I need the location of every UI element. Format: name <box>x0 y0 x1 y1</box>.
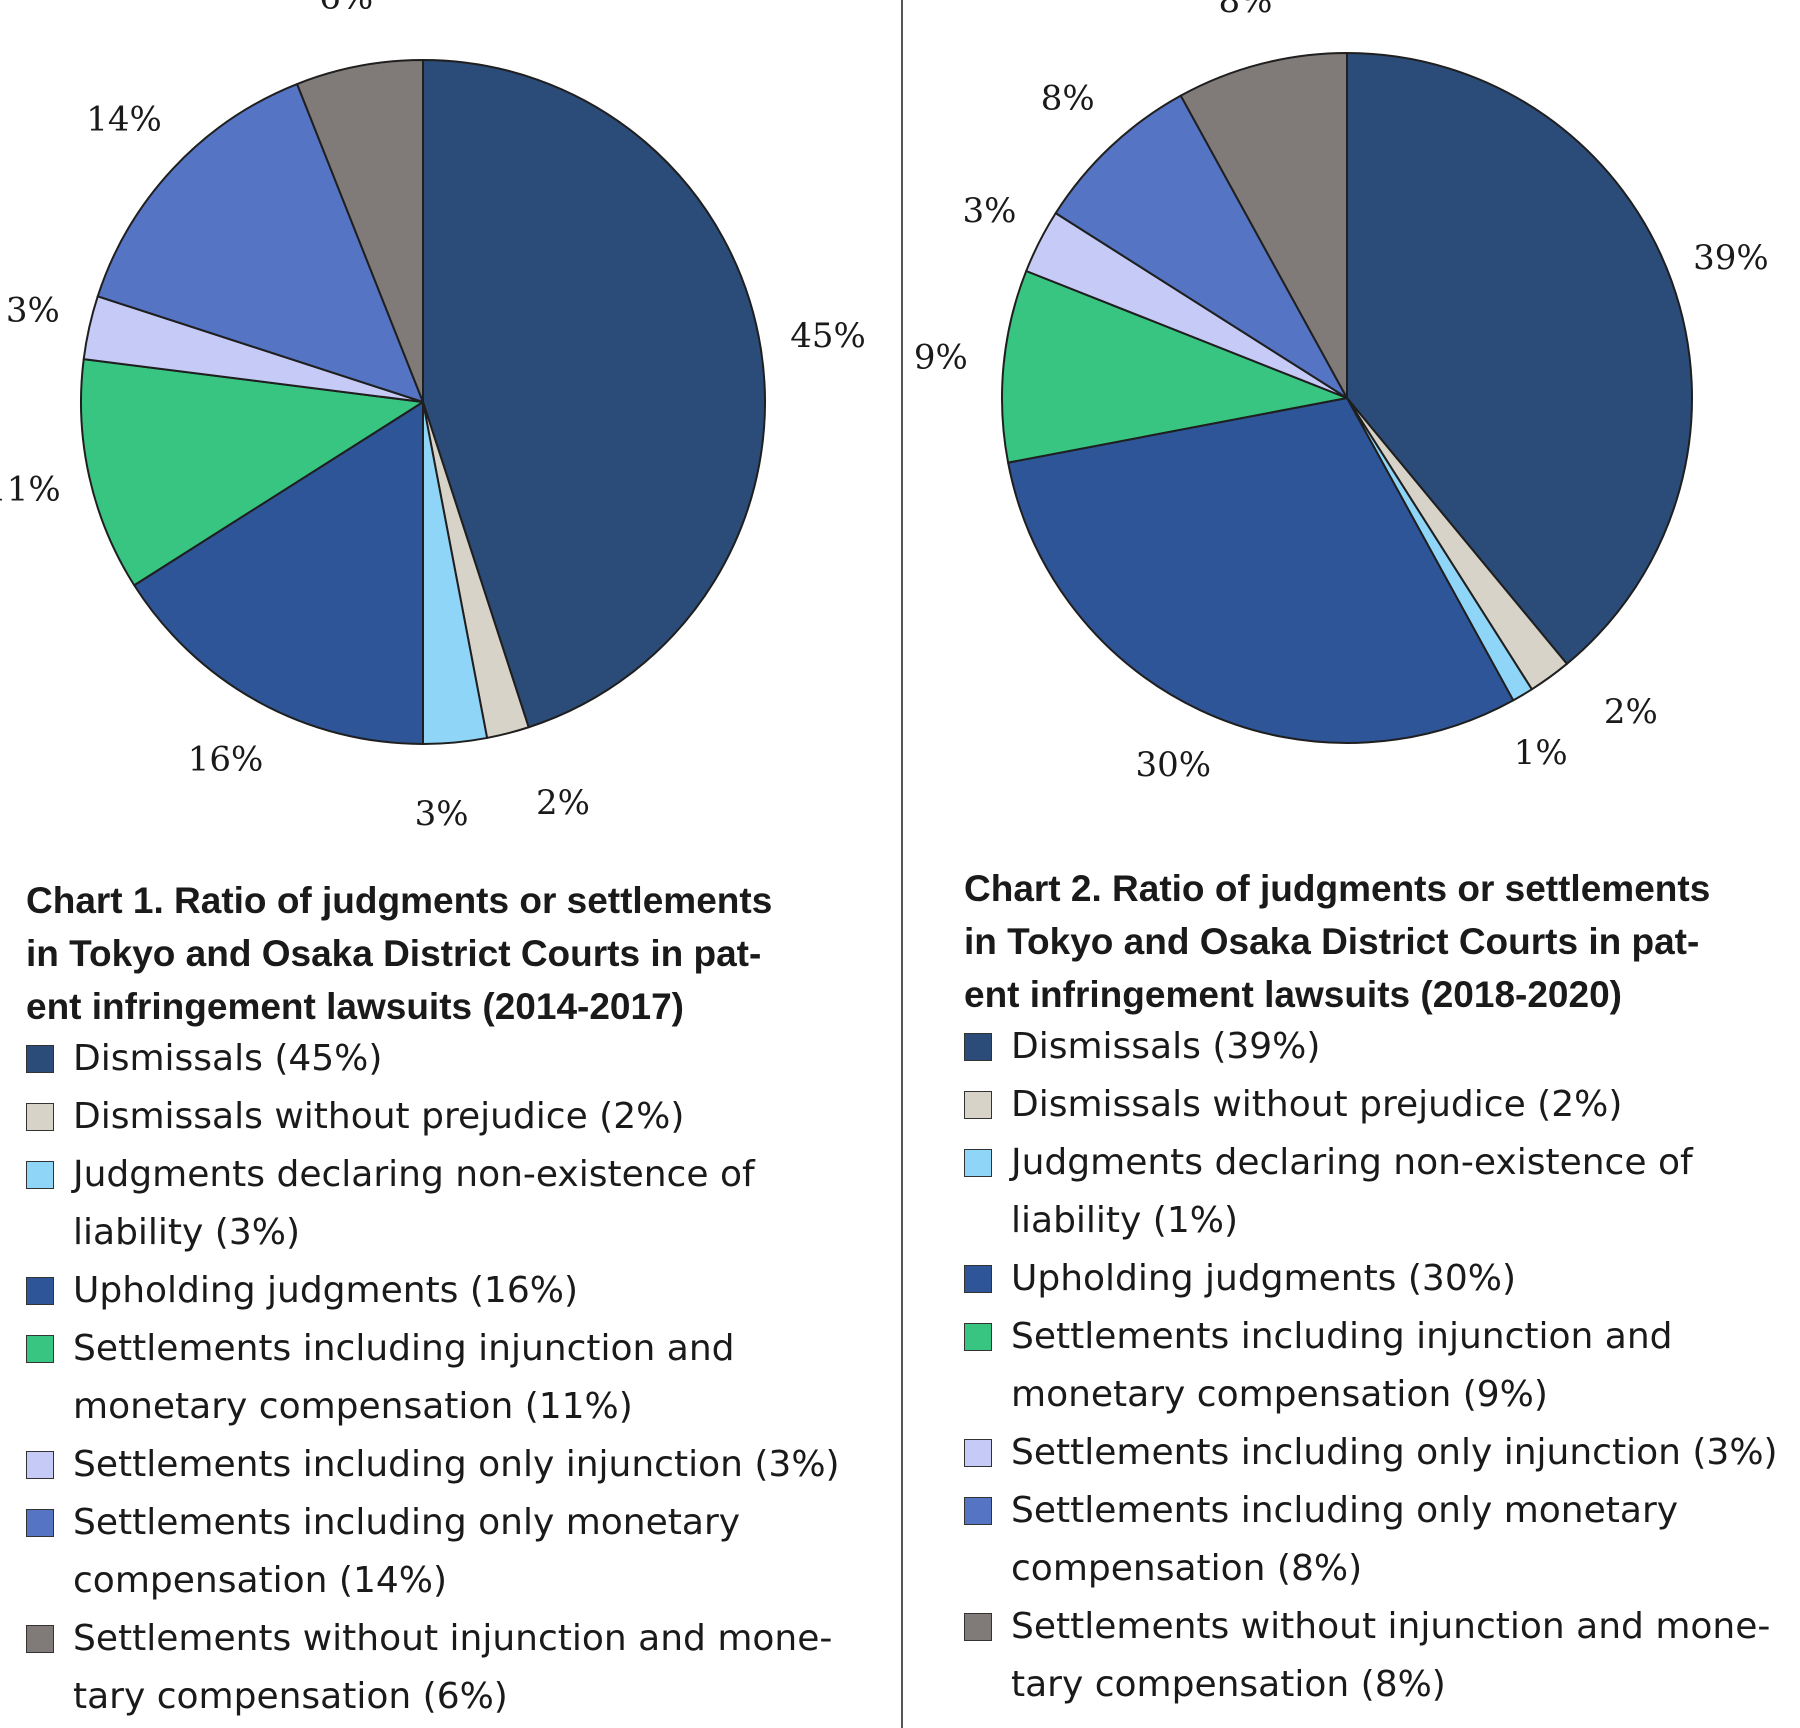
chart-1-slice-label-7: 14% <box>86 99 162 139</box>
chart-2-caption: Chart 2. Ratio of judgments or settlemen… <box>964 862 1764 1021</box>
chart-1-legend-swatch <box>26 1103 54 1131</box>
chart-2-legend-swatch <box>964 1149 992 1177</box>
chart-2-legend-label: Settlements including only injunction (3… <box>1011 1432 1778 1473</box>
chart-1-legend-label: Judgments declaring non-existence of <box>73 1154 755 1195</box>
chart-2-legend-label: Settlements without injunction and mone- <box>1011 1606 1771 1647</box>
chart-2-legend-swatch <box>964 1323 992 1351</box>
chart-1-slice-label-4: 16% <box>188 739 264 779</box>
chart-2-slice-label-3: 1% <box>1514 733 1568 773</box>
chart-2-legend-label: Judgments declaring non-existence of <box>1011 1142 1693 1183</box>
chart-2-legend-label: Dismissals without prejudice (2%) <box>1011 1084 1623 1125</box>
chart-2-caption-line: in Tokyo and Osaka District Courts in pa… <box>964 921 1700 962</box>
chart-1-caption-line: in Tokyo and Osaka District Courts in pa… <box>26 933 762 974</box>
chart-2-slice-5 <box>1001 270 1348 464</box>
chart-1-legend-item-4: Upholding judgments (16%) <box>26 1262 846 1320</box>
chart-2-legend-swatch <box>964 1091 992 1119</box>
panel-divider <box>901 0 903 1728</box>
chart-2-legend-item-3: Judgments declaring non-existence of liab… <box>964 1134 1784 1250</box>
chart-1-caption-line: ent infringement lawsuits (2014-2017) <box>26 986 684 1027</box>
chart-1-legend-label: Dismissals (45%) <box>73 1038 383 1079</box>
chart-2-slice-label-4: 30% <box>1136 745 1212 785</box>
chart-1-slice-label-3: 3% <box>415 794 469 834</box>
chart-2-slice-4 <box>1007 397 1515 744</box>
chart-2-legend-item-7: Settlements including only monetary compe… <box>964 1482 1784 1598</box>
chart-2-slice-label-8: 8% <box>1219 0 1273 21</box>
chart-2-legend-label: tary compensation (8%) <box>1011 1664 1446 1705</box>
chart-2-legend-item-1: Dismissals (39%) <box>964 1018 1784 1076</box>
chart-1-legend-swatch <box>26 1451 54 1479</box>
chart-2-legend-label: Dismissals (39%) <box>1011 1026 1321 1067</box>
chart-2-legend: Dismissals (39%) Dismissals without preju… <box>964 1018 1784 1714</box>
chart-1-caption-line: Chart 1. Ratio of judgments or settlemen… <box>26 880 773 921</box>
chart-1-legend-label: tary compensation (6%) <box>73 1676 508 1717</box>
chart-1-legend-label: monetary compensation (11%) <box>73 1386 633 1427</box>
chart-1-slice-4 <box>133 401 424 745</box>
chart-2-pie: 39% 2% 1% 30% 9% 3% 8% 8% <box>914 0 1769 785</box>
chart-2-legend-swatch <box>964 1265 992 1293</box>
chart-2-slice-label-7: 8% <box>1041 79 1095 119</box>
chart-2-slice-8 <box>1179 52 1348 399</box>
chart-2-legend-label: liability (1%) <box>1011 1200 1238 1241</box>
chart-1-legend-swatch <box>26 1625 54 1653</box>
chart-1-legend-swatch <box>26 1045 54 1073</box>
chart-2-legend-item-5: Settlements including injunction and mone… <box>964 1308 1784 1424</box>
chart-2-legend-label: Upholding judgments (30%) <box>1011 1258 1516 1299</box>
chart-1-legend: Dismissals (45%) Dismissals without preju… <box>26 1030 846 1726</box>
chart-2-legend-label: compensation (8%) <box>1011 1548 1363 1589</box>
chart-2-panel: 39% 2% 1% 30% 9% 3% 8% 8% Chart 2. Ratio of jud… <box>914 0 1800 1728</box>
chart-1-legend-label: Settlements without injunction and mone- <box>73 1618 833 1659</box>
chart-2-legend-item-2: Dismissals without prejudice (2%) <box>964 1076 1784 1134</box>
chart-2-slice-1 <box>1346 52 1693 665</box>
chart-1-slice-8 <box>296 59 424 403</box>
chart-1-slice-label-1: 45% <box>790 316 866 356</box>
chart-2-legend-item-8: Settlements without injunction and mone-… <box>964 1598 1784 1714</box>
chart-1-legend-label: Dismissals without prejudice (2%) <box>73 1096 685 1137</box>
chart-1-legend-swatch <box>26 1277 54 1305</box>
chart-2-slice-label-6: 3% <box>963 191 1017 231</box>
chart-1-legend-label: Upholding judgments (16%) <box>73 1270 578 1311</box>
chart-1-slice-5 <box>80 358 424 587</box>
chart-2-caption-line: Chart 2. Ratio of judgments or settlemen… <box>964 868 1711 909</box>
chart-2-slice-7 <box>1054 94 1348 399</box>
chart-1-legend-label: Settlements including injunction and <box>73 1328 735 1369</box>
chart-1-legend-swatch <box>26 1509 54 1537</box>
chart-1-legend-label: liability (3%) <box>73 1212 300 1253</box>
chart-1-legend-label: Settlements including only monetary <box>73 1502 741 1543</box>
chart-2-slice-label-1: 39% <box>1693 238 1769 278</box>
chart-2-legend-item-4: Upholding judgments (30%) <box>964 1250 1784 1308</box>
chart-1-legend-label: Settlements including only injunction (3… <box>73 1444 840 1485</box>
chart-1-panel: 45% 2% 3% 16% 11% 3% 14% 6% Chart 1. Ratio of j… <box>0 0 866 1726</box>
chart-2-legend-label: Settlements including only monetary <box>1011 1490 1679 1531</box>
chart-2-legend-label: Settlements including injunction and <box>1011 1316 1673 1357</box>
chart-1-legend-swatch <box>26 1161 54 1189</box>
chart-1-slice-label-5: 11% <box>0 469 61 509</box>
chart-2-legend-swatch <box>964 1613 992 1641</box>
chart-2-legend-label: monetary compensation (9%) <box>1011 1374 1548 1415</box>
chart-2-slice-label-5: 9% <box>914 338 968 378</box>
chart-2-legend-swatch <box>964 1033 992 1061</box>
chart-2-caption-line: ent infringement lawsuits (2018-2020) <box>964 974 1622 1015</box>
chart-2-legend-swatch <box>964 1439 992 1467</box>
chart-1-slice-label-8: 6% <box>319 0 373 17</box>
chart-2-slice-label-2: 2% <box>1604 692 1658 732</box>
chart-1-caption: Chart 1. Ratio of judgments or settlemen… <box>26 874 826 1033</box>
chart-1-legend-item-8: Settlements without injunction and mone-… <box>26 1610 846 1726</box>
chart-1-slice-1 <box>422 59 766 729</box>
chart-1-slice-7 <box>96 83 424 403</box>
chart-1-legend-item-7: Settlements including only monetary compe… <box>26 1494 846 1610</box>
chart-2-legend-swatch <box>964 1497 992 1525</box>
chart-1-slice-label-6: 3% <box>6 291 60 331</box>
chart-1-legend-item-2: Dismissals without prejudice (2%) <box>26 1088 846 1146</box>
chart-1-legend-item-6: Settlements including only injunction (3… <box>26 1436 846 1494</box>
chart-1-legend-label: compensation (14%) <box>73 1560 448 1601</box>
chart-1-legend-item-1: Dismissals (45%) <box>26 1030 846 1088</box>
chart-1-slice-label-2: 2% <box>536 783 590 823</box>
chart-1-legend-item-5: Settlements including injunction and mone… <box>26 1320 846 1436</box>
chart-1-legend-item-3: Judgments declaring non-existence of liab… <box>26 1146 846 1262</box>
chart-1-legend-swatch <box>26 1335 54 1363</box>
chart-2-legend-item-6: Settlements including only injunction (3… <box>964 1424 1784 1482</box>
chart-1-pie: 45% 2% 3% 16% 11% 3% 14% 6% <box>0 0 866 834</box>
